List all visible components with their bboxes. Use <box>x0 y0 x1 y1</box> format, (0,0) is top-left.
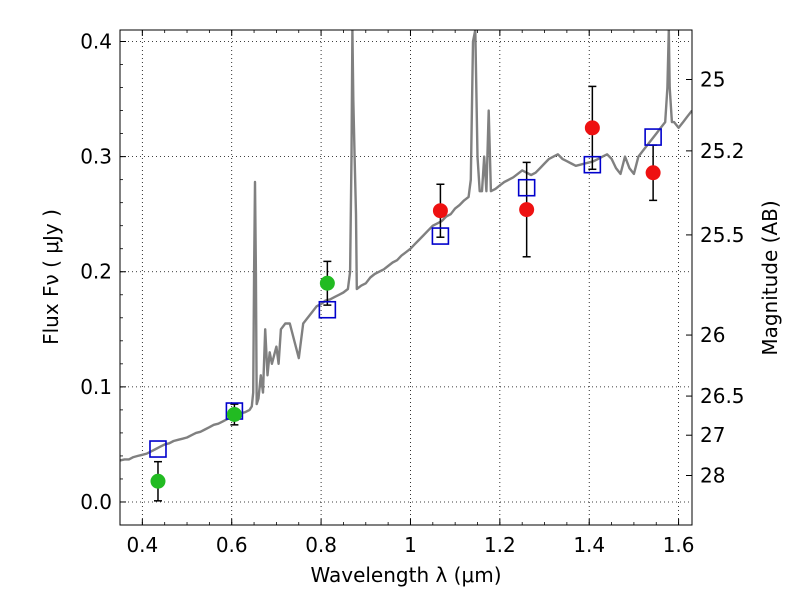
model-photometry-point <box>318 300 337 319</box>
model-photometry-point <box>517 178 536 197</box>
x-axis-label: Wavelength λ (μm) <box>310 563 501 587</box>
y2-axis-label: Magnitude (AB) <box>758 200 782 355</box>
y-tick-label: 0.4 <box>80 30 112 54</box>
model-photometry-point <box>431 227 450 245</box>
axes: 0.4 0.6 0.8 1 1.2 1.4 1.6 0.0 0.1 0.2 0.3 0.4 25 25.2… <box>80 30 744 557</box>
model-photometry-point <box>583 155 602 174</box>
x-tick-label: 0.8 <box>305 533 337 557</box>
y2-tick-label: 25 <box>700 68 725 92</box>
y2-tick-label: 26.5 <box>700 384 745 408</box>
x-tick-label: 1.6 <box>663 533 695 557</box>
x-tick-label: 1 <box>404 533 417 557</box>
y-tick-label: 0.2 <box>80 260 112 284</box>
y2-tick-label: 27 <box>700 423 725 447</box>
x-tick-label: 1.2 <box>484 533 516 557</box>
plot-frame <box>119 29 693 526</box>
plot-area <box>120 30 692 502</box>
observed-flux-point <box>519 202 535 218</box>
y-axis-label: Flux Fν ( μJy ) <box>39 209 63 345</box>
y-tick-label: 0.0 <box>80 490 112 514</box>
plot-background <box>120 30 692 525</box>
y-tick-label: 0.1 <box>80 375 112 399</box>
model-photometry-point <box>149 440 167 458</box>
x-tick-label: 0.4 <box>126 533 158 557</box>
observed-flux-point <box>226 406 242 422</box>
observed-flux-point <box>150 473 166 489</box>
observed-flux-point <box>645 165 661 181</box>
observed-flux-point <box>584 120 600 136</box>
observed-flux-point <box>432 203 448 219</box>
y-tick-label: 0.3 <box>80 145 112 169</box>
y2-tick-label: 26 <box>700 323 725 347</box>
y2-tick-label: 25.5 <box>700 223 745 247</box>
x-tick-label: 1.4 <box>573 533 605 557</box>
model-photometry-point <box>644 128 662 146</box>
y2-tick-label: 28 <box>700 464 725 488</box>
x-tick-label: 0.6 <box>216 533 248 557</box>
y2-tick-label: 25.2 <box>700 139 745 163</box>
observed-flux-point <box>319 275 335 291</box>
